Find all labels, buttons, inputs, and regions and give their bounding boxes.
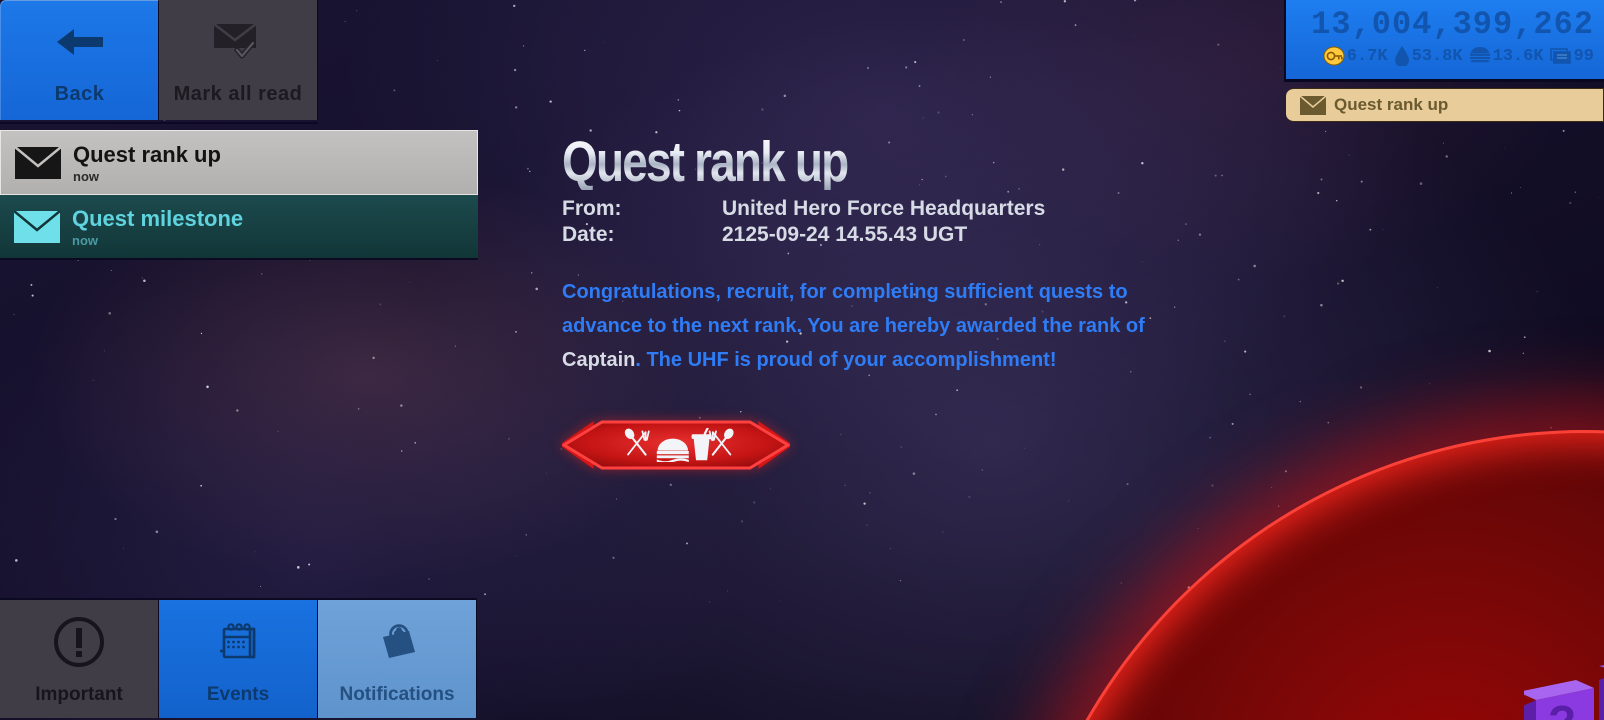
svg-text:?: ? — [1548, 696, 1576, 720]
